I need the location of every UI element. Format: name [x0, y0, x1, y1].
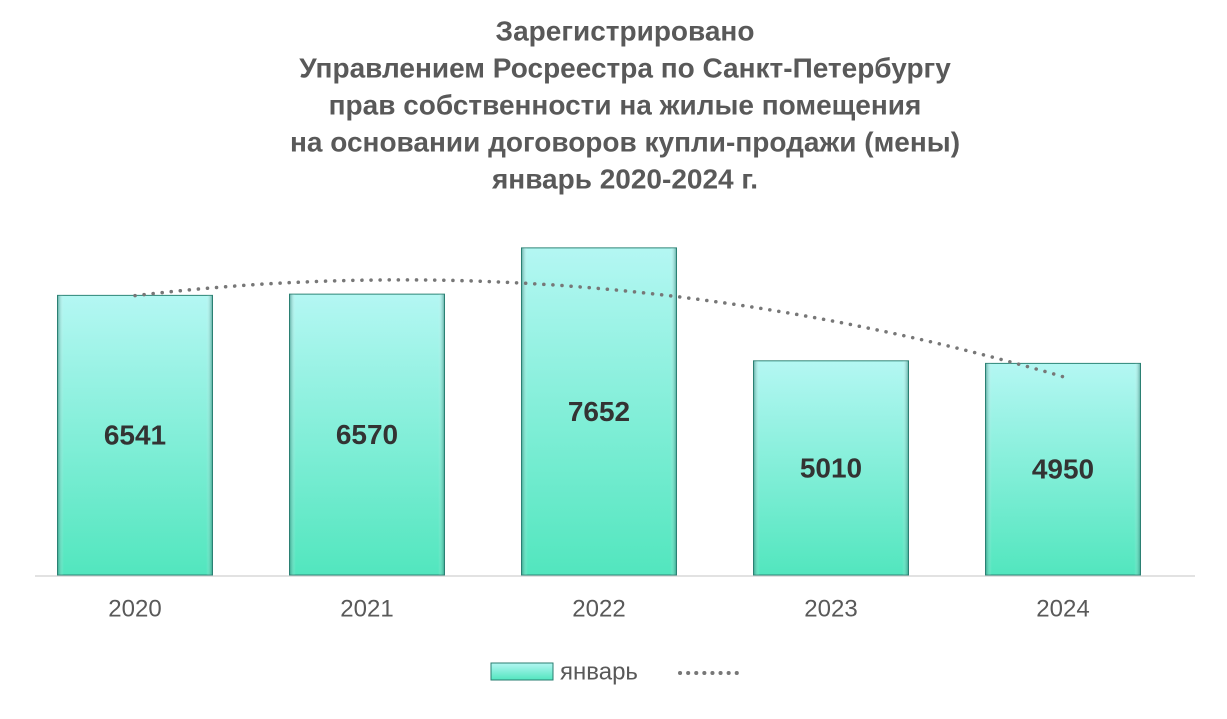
chart-title: на основании договоров купли-продажи (ме… — [290, 126, 960, 157]
x-tick-label: 2022 — [572, 595, 625, 622]
x-tick-label: 2021 — [340, 595, 393, 622]
value-label: 7652 — [568, 396, 630, 427]
x-tick-label: 2020 — [108, 595, 161, 622]
bar-shade — [753, 360, 909, 575]
chart-title: январь 2020-2024 г. — [491, 163, 758, 194]
legend-label: январь — [560, 658, 638, 685]
bar-shade — [289, 294, 445, 575]
bar-shade — [521, 247, 677, 575]
bar-shade — [57, 295, 213, 575]
legend: январь — [490, 658, 744, 685]
x-tick-label: 2024 — [1036, 595, 1089, 622]
chart-title: прав собственности на жилые помещения — [329, 89, 922, 120]
x-tick-label: 2023 — [804, 595, 857, 622]
legend-swatch — [490, 662, 554, 681]
value-label: 5010 — [800, 452, 862, 483]
bar-shade — [985, 363, 1141, 575]
value-label: 4950 — [1032, 454, 1094, 485]
chart-title: Управлением Росреестра по Санкт-Петербур… — [299, 52, 951, 83]
value-label: 6541 — [104, 420, 166, 451]
chart-title: Зарегистрировано — [496, 15, 755, 46]
trendline — [133, 278, 1065, 379]
value-label: 6570 — [336, 419, 398, 450]
